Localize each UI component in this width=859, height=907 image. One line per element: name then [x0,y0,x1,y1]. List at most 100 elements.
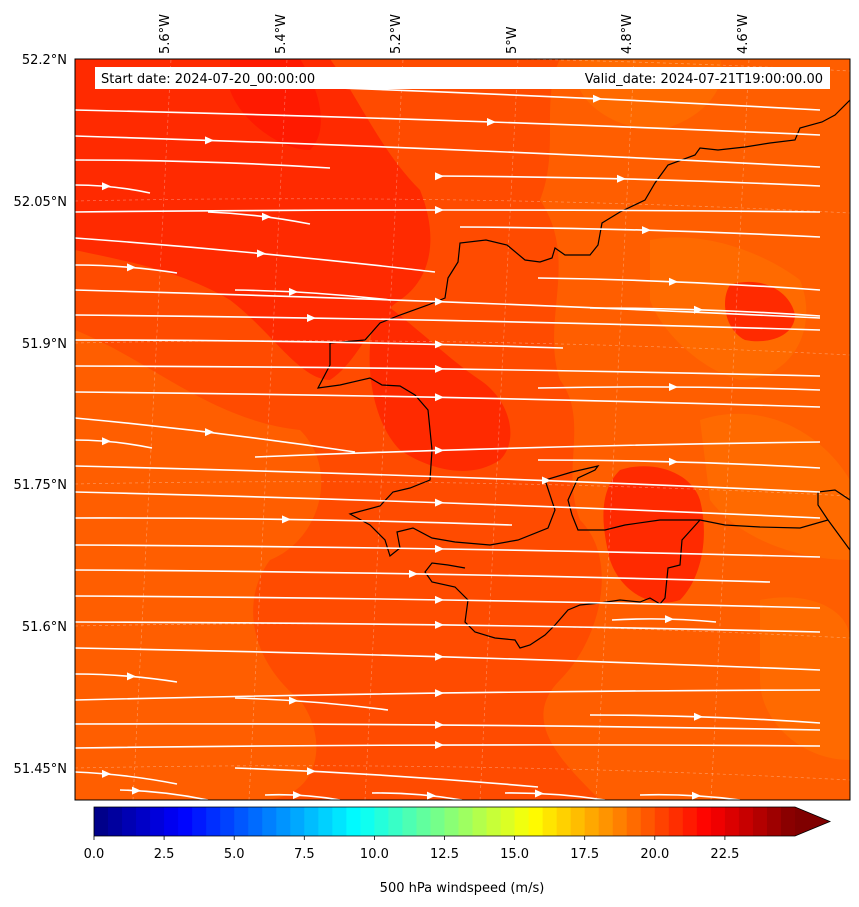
colorbar-label: 500 hPa windspeed (m/s) [380,881,545,896]
colorbar-tick-label: 22.5 [710,847,739,862]
streamline-arrow [289,287,298,296]
colorbar-swatch [304,807,319,836]
streamline [264,793,341,800]
lon-tick-label: 5.6°W [158,14,173,54]
valid-date-label: Valid_date: 2024-07-21T19:00:00.00 [585,72,823,87]
gridline-lat [75,623,850,639]
gridline-lon [479,59,519,800]
streamline [75,723,821,731]
colorbar-swatch [150,807,165,836]
colorbar-swatch [668,807,684,836]
colorbar-swatch [696,807,712,836]
colorbar-swatch [234,807,249,836]
streamline-arrow [435,689,444,698]
colorbar-swatch [724,807,740,836]
field-region [369,300,511,471]
streamline [75,771,178,785]
streamline-arrow [435,498,444,507]
colorbar-tick-label: 12.5 [430,847,459,862]
colorbar-tick-label: 2.5 [154,847,175,862]
streamline-arrow [542,476,551,485]
streamline [504,792,606,800]
streamline-arrow [535,789,544,798]
colorbar-swatch [318,807,333,836]
streamline [75,237,436,273]
streamline [75,391,821,408]
colorbar: 0.0 2.5 5.0 7.5 10.0 12.5 15.0 17.5 20.0 22.5 500… [84,806,832,896]
lat-tick-label: 52.2°N [22,53,67,68]
streamline-arrow [487,117,496,126]
gridline-lon [248,59,288,800]
streamline-arrow [435,364,444,373]
colorbar-swatch [654,807,670,836]
gridline-lat [75,340,850,356]
colorbar-swatch [374,807,390,836]
field-region [75,330,322,800]
colorbar-swatch [626,807,642,836]
streamline [75,673,178,683]
start-date-label: Start date: 2024-07-20_00:00:00 [101,72,315,87]
colorbar-swatch [528,807,544,836]
streamline [639,793,741,800]
colorbar-swatch [780,807,796,836]
streamline-arrow [435,206,444,215]
colorbar-swatch [206,807,221,836]
streamline [75,689,821,701]
lon-tick-label: 5.4°W [274,14,289,54]
streamline [75,544,821,558]
streamline [371,792,463,800]
streamline-arrow [102,437,111,446]
colorbar-tick-label: 20.0 [640,847,669,862]
colorbar-swatch [612,807,628,836]
colorbar-swatch [94,807,109,836]
streamline-arrow [102,769,111,778]
colorbar-swatch [192,807,207,836]
colorbar-swatch [752,807,768,836]
gridline-lat [75,765,850,781]
streamline [75,439,153,449]
lat-tick-labels: 52.2°N 52.05°N 51.9°N 51.75°N 51.6°N 51.… [14,53,67,777]
colorbar-swatch [570,807,586,836]
streamline [75,184,151,194]
streamline [234,767,539,788]
gridline-lat [75,481,850,497]
streamline [434,175,821,187]
streamline-arrow [262,212,271,221]
streamline-arrow [205,136,214,145]
colorbar-extend-arrow [795,807,830,836]
streamline-arrow [669,457,678,466]
colorbar-swatch [458,807,474,836]
coastline [316,99,850,649]
date-box [95,67,830,89]
streamline-arrow [427,791,436,800]
colorbar-ticks: 0.0 2.5 5.0 7.5 10.0 12.5 15.0 17.5 20.0 22.5 [84,836,739,862]
colorbar-swatch [430,807,446,836]
lon-tick-label: 4.8°W [620,14,635,54]
colorbar-tick-label: 10.0 [360,847,389,862]
streamline [537,459,821,469]
streamline [75,135,821,168]
colorbar-tick-label: 0.0 [84,847,105,862]
colorbar-swatch [738,807,754,836]
streamline-arrow [132,786,141,795]
streamline-arrow [435,393,444,402]
colorbar-swatch [276,807,291,836]
colorbar-tick-label: 15.0 [500,847,529,862]
streamline [611,618,717,623]
field-region [603,466,704,603]
gridlines [75,59,850,800]
streamline-arrow [205,428,214,437]
field-region [700,413,850,560]
colorbar-tick-label: 5.0 [224,847,245,862]
lon-tick-labels: 5.6°W 5.4°W 5.2°W 5°W 4.8°W 4.6°W [158,14,751,54]
colorbar-swatch [542,807,558,836]
colorbar-swatch [108,807,123,836]
streamline [75,744,821,749]
streamline-arrow [669,277,678,286]
colorbar-swatch [248,807,263,836]
colorbar-swatch [682,807,698,836]
lat-tick-label: 51.45°N [14,762,67,777]
field-region [760,597,850,760]
streamline-arrow [282,515,291,524]
